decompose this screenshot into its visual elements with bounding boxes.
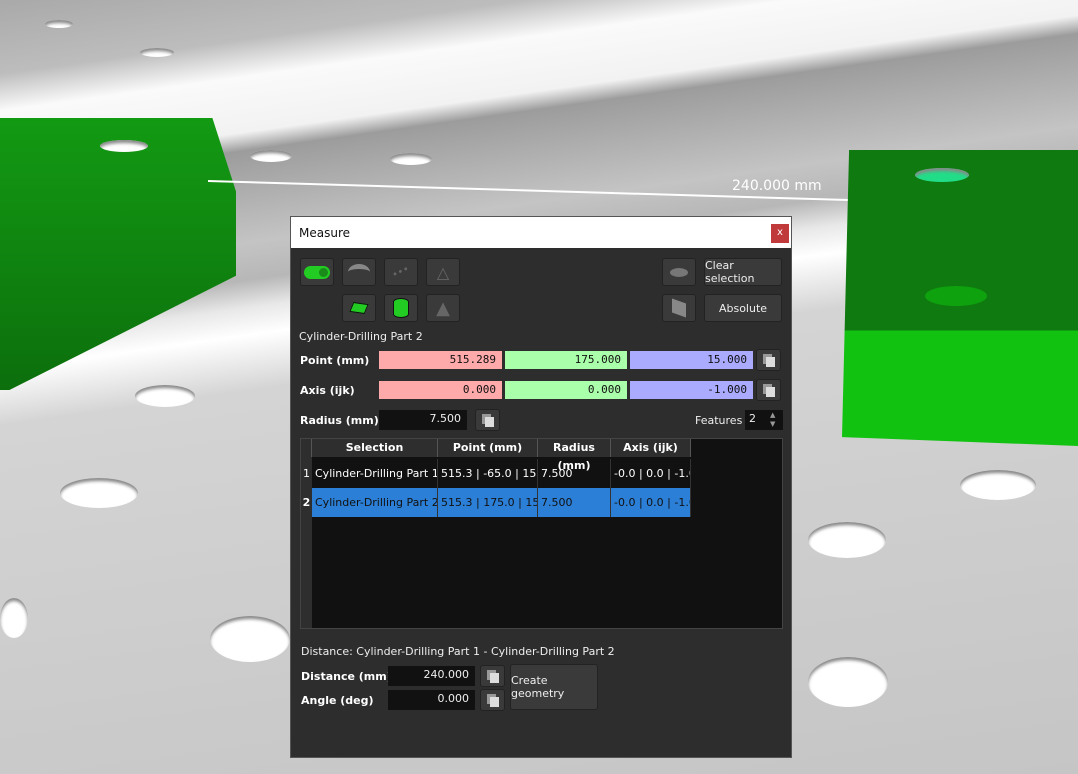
copy-angle-button[interactable] <box>480 689 505 711</box>
clear-selection-button[interactable]: Clear selection <box>704 258 782 286</box>
plane-icon <box>349 301 369 315</box>
hole <box>808 522 886 558</box>
ellipse-icon <box>670 267 688 277</box>
measure-dialog: Measure x ••• △ Clear selection ▲ Absolu… <box>290 216 792 758</box>
cell-radius[interactable]: 7.500 <box>538 488 611 517</box>
selected-feature-label: Cylinder-Drilling Part 2 <box>299 330 423 343</box>
row-header-strip <box>301 457 312 628</box>
axis-j-field[interactable]: 0.000 <box>505 381 627 399</box>
cell-selection[interactable]: Cylinder-Drilling Part 1 <box>312 459 438 488</box>
dialog-title: Measure <box>299 226 350 240</box>
radius-label: Radius (mm) <box>300 414 379 427</box>
distance-field[interactable]: 240.000 <box>388 666 475 686</box>
hole <box>250 150 292 162</box>
radius-field[interactable]: 7.500 <box>379 410 467 430</box>
copy-distance-button[interactable] <box>480 665 505 687</box>
distance-label: Distance (mm) <box>301 670 392 683</box>
hole <box>390 153 432 165</box>
polygon-points-icon: △ <box>436 262 450 282</box>
absolute-button[interactable]: Absolute <box>704 294 782 322</box>
hole <box>60 478 138 508</box>
dimension-label: 240.000 mm <box>732 178 822 194</box>
cell-selection[interactable]: Cylinder-Drilling Part 2 <box>312 488 438 517</box>
drill-hole-1[interactable] <box>100 140 148 152</box>
arc-icon <box>348 264 370 280</box>
cone-tool-button[interactable]: ▲ <box>426 294 460 322</box>
reference-plane-button[interactable] <box>662 294 696 322</box>
hole <box>45 20 73 28</box>
axis-k-field[interactable]: -1.000 <box>630 381 753 399</box>
angle-field[interactable]: 0.000 <box>388 690 475 710</box>
cell-axis[interactable]: -0.0 | 0.0 | -1.0 <box>611 488 691 517</box>
features-label: Features <box>695 414 743 427</box>
angle-label: Angle (deg) <box>301 694 374 707</box>
cell-axis[interactable]: -0.0 | 0.0 | -1.0 <box>611 459 691 488</box>
create-geometry-button[interactable]: Create geometry <box>510 664 598 710</box>
axis-label: Axis (ijk) <box>300 384 355 397</box>
point-label: Point (mm) <box>300 354 370 367</box>
measure-toggle-button[interactable] <box>300 258 334 286</box>
copy-point-button[interactable] <box>756 349 781 371</box>
features-spinner[interactable]: 2 <box>745 410 783 430</box>
cell-point[interactable]: 515.3 | -65.0 | 15.0 <box>438 459 538 488</box>
hole-side <box>925 286 987 306</box>
column-header[interactable]: Selection <box>312 439 438 457</box>
point-y-field[interactable]: 175.000 <box>505 351 627 369</box>
hole <box>210 616 290 662</box>
hole <box>808 657 888 707</box>
points-tool-button[interactable]: ••• <box>384 258 418 286</box>
cell-point[interactable]: 515.3 | 175.0 | 15.0 <box>438 488 538 517</box>
angle-tool-button[interactable] <box>342 258 376 286</box>
plane-tool-button[interactable] <box>342 294 376 322</box>
column-header[interactable]: Point (mm) <box>438 439 538 457</box>
distance-caption: Distance: Cylinder-Drilling Part 1 - Cyl… <box>301 645 615 658</box>
hole <box>0 598 28 638</box>
dialog-title-bar: Measure x <box>291 217 791 248</box>
triangle-tool-button[interactable]: △ <box>426 258 460 286</box>
selection-table: Selection Point (mm) Radius (mm) Axis (i… <box>300 438 783 629</box>
hole <box>140 48 174 57</box>
spinner-arrows-icon[interactable]: ▲ ▼ <box>770 411 776 428</box>
row-index: 1 <box>301 459 312 488</box>
hole <box>960 470 1036 500</box>
cell-radius[interactable]: 7.500 <box>538 459 611 488</box>
circle-tool-button[interactable] <box>662 258 696 286</box>
copy-axis-button[interactable] <box>756 379 781 401</box>
corner-header <box>301 439 312 457</box>
column-header[interactable]: Radius (mm) <box>538 439 611 472</box>
cylinder-icon <box>393 298 409 318</box>
cone-icon: ▲ <box>436 297 450 319</box>
toggle-icon <box>304 265 330 279</box>
cylinder-tool-button[interactable] <box>384 294 418 322</box>
green-part-1[interactable] <box>0 118 236 390</box>
point-x-field[interactable]: 515.289 <box>379 351 502 369</box>
close-button[interactable]: x <box>771 224 789 243</box>
drill-hole-2[interactable] <box>915 168 969 182</box>
planes-icon <box>672 298 686 318</box>
column-header[interactable]: Axis (ijk) <box>611 439 691 457</box>
row-index: 2 <box>301 488 312 517</box>
axis-i-field[interactable]: 0.000 <box>379 381 502 399</box>
dotted-line-icon: ••• <box>390 263 412 281</box>
copy-radius-button[interactable] <box>475 409 500 431</box>
point-z-field[interactable]: 15.000 <box>630 351 753 369</box>
hole <box>135 385 195 407</box>
